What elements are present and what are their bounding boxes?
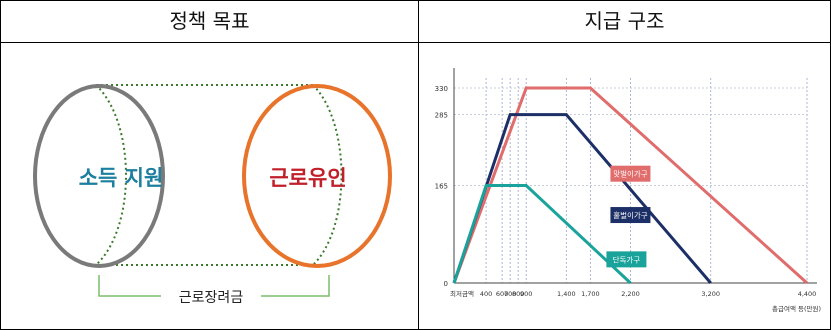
series-tag — [610, 207, 651, 224]
x-tick-label: 3,200 — [701, 290, 720, 298]
x-tick-label: 400 — [480, 290, 492, 298]
gridlines — [454, 78, 808, 283]
series-tag — [606, 251, 647, 268]
table-header-row: 정책 목표 지급 구조 — [1, 1, 830, 43]
x-tick-label: 1,400 — [557, 290, 576, 298]
series-tag-label: 맞벌이가구 — [613, 169, 648, 179]
policy-goal-diagram: 소득 지원 근로유인 근로장려금 — [33, 84, 392, 307]
series-tag-label: 단독가구 — [613, 254, 641, 264]
x-tick-label: 600 — [496, 290, 508, 298]
right-inner-arc — [312, 84, 343, 266]
x-tick-label: 900 — [520, 290, 532, 298]
series-tag-label: 홑벌이가구 — [613, 210, 648, 220]
x-tick-label: 4,400 — [798, 290, 817, 298]
y-tick-label: 285 — [435, 112, 448, 120]
work-incentive-label: 근로유인 — [269, 166, 346, 190]
income-support-label: 소득 지원 — [79, 166, 164, 190]
y-tick-label: 0 — [444, 280, 448, 288]
column-divider — [418, 1, 419, 329]
axes — [453, 68, 817, 284]
series-tag — [610, 165, 651, 182]
header-payment-structure: 지급 구조 — [584, 9, 665, 33]
x-tick-label: 800 — [512, 290, 524, 298]
bracket-label: 근로장려금 — [179, 290, 244, 306]
x-tick-label: 최저금액 — [450, 289, 474, 298]
income-support-circle — [33, 84, 165, 268]
header-policy-goal: 정책 목표 — [169, 9, 250, 33]
series-line — [452, 184, 632, 285]
y-tick-label: 165 — [435, 183, 448, 191]
x-tick-label: 1,700 — [581, 290, 600, 298]
x-tick-label: 700 — [504, 290, 516, 298]
left-inner-arc — [95, 84, 127, 266]
series-lines — [452, 86, 809, 285]
x-tick-label: 2,200 — [621, 290, 640, 298]
series-line — [452, 113, 712, 284]
y-tick-label: 330 — [435, 85, 448, 93]
bracket-label-bg — [161, 287, 261, 307]
work-incentive-circle — [242, 84, 392, 268]
x-axis-label: 총급여액 등(만원) — [772, 304, 821, 313]
